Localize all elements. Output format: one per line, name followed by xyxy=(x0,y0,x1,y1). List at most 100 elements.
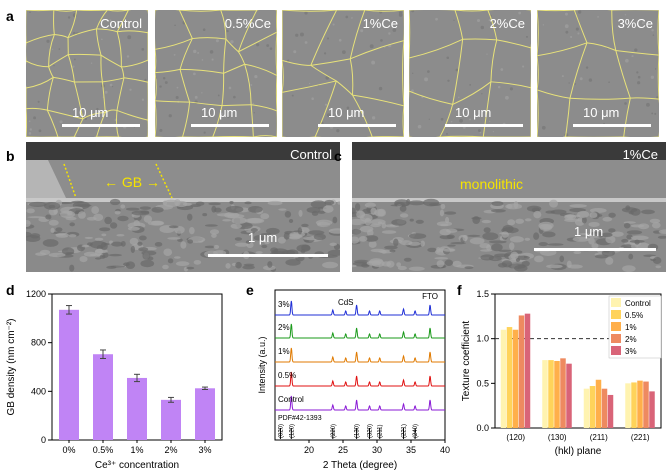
bar-Control-(130) xyxy=(542,360,548,428)
grain-boundary xyxy=(573,10,588,44)
sem-scalebar xyxy=(191,124,269,127)
grain-boundary xyxy=(73,81,84,119)
sem-speckle xyxy=(541,125,546,130)
substrate-texture xyxy=(444,211,457,215)
sem-speckle xyxy=(542,24,545,26)
sem-speckle xyxy=(256,43,260,47)
substrate-texture xyxy=(244,218,263,224)
grain-boundary xyxy=(123,77,148,83)
grain-boundary xyxy=(53,76,75,83)
sem-speckle xyxy=(101,38,103,41)
substrate-texture xyxy=(408,233,427,239)
bar-3%-(130) xyxy=(566,363,572,428)
substrate-texture xyxy=(415,219,424,224)
grain-boundary xyxy=(454,10,488,12)
substrate-texture xyxy=(284,211,292,218)
substrate-texture xyxy=(442,248,455,252)
substrate-texture xyxy=(649,218,661,224)
substrate-texture xyxy=(50,227,55,234)
grain-boundary xyxy=(179,38,193,70)
substrate-texture xyxy=(539,223,553,231)
ref-line-label: (020) xyxy=(278,424,284,438)
substrate-texture xyxy=(288,218,294,224)
bar-0.5%-(221) xyxy=(631,382,637,428)
legend-swatch xyxy=(611,346,621,355)
substrate-texture xyxy=(77,211,86,219)
grain-boundary xyxy=(180,68,224,74)
substrate-texture xyxy=(611,231,624,237)
substrate-texture xyxy=(444,259,454,266)
sem-speckle xyxy=(654,112,657,115)
grain-boundary xyxy=(107,10,129,12)
substrate-texture xyxy=(464,266,474,269)
xrd-trace-0.5% xyxy=(275,371,445,387)
sem-speckle xyxy=(51,48,54,50)
sem-speckle xyxy=(561,75,564,78)
ref-line-label: (220) xyxy=(331,424,337,438)
sem-speckle xyxy=(579,77,583,81)
sem-speckle xyxy=(636,71,639,74)
bar-0.5%-(130) xyxy=(548,360,554,428)
substrate-texture xyxy=(260,233,272,236)
sem-speckle xyxy=(509,87,513,91)
sem-speckle xyxy=(577,10,582,14)
substrate-texture xyxy=(658,229,666,234)
sem-speckle xyxy=(253,112,255,114)
substrate-texture xyxy=(211,205,217,213)
panel-b-scale-label: 1 μm xyxy=(248,230,278,245)
sem-speckle xyxy=(173,53,176,56)
grain-boundary xyxy=(105,109,118,113)
sem-speckle xyxy=(326,37,330,40)
sem-speckle xyxy=(608,81,610,83)
substrate-texture xyxy=(483,227,491,233)
substrate-texture xyxy=(261,244,268,249)
grain-boundary xyxy=(116,109,148,121)
substrate-texture xyxy=(306,206,321,213)
substrate-texture xyxy=(225,205,244,213)
sem-speckle xyxy=(459,118,463,123)
substrate-texture xyxy=(605,257,614,265)
substrate-texture xyxy=(589,212,598,219)
substrate-texture xyxy=(322,261,339,269)
grain-boundary xyxy=(275,75,277,111)
bar-2%-(211) xyxy=(601,388,608,428)
sem-image-label: 3%Ce xyxy=(617,16,653,31)
substrate-texture xyxy=(327,249,340,256)
sem-speckle xyxy=(162,77,166,80)
sem-speckle xyxy=(447,79,450,82)
bar-2%-(221) xyxy=(643,381,649,428)
substrate-texture xyxy=(332,216,338,224)
sem-speckle xyxy=(109,83,113,87)
sem-speckle xyxy=(392,28,397,32)
grain-boundary xyxy=(67,10,78,38)
sem-speckle xyxy=(435,17,438,21)
substrate-texture xyxy=(129,237,139,246)
substrate-texture xyxy=(608,228,616,233)
sem-speckle xyxy=(67,16,71,19)
x-axis-label: 2 Theta (degree) xyxy=(323,460,397,471)
substrate-texture xyxy=(69,264,75,272)
grain-boundary xyxy=(537,89,571,99)
substrate-texture xyxy=(505,203,523,210)
substrate-texture xyxy=(277,236,286,244)
grain-boundary xyxy=(496,39,531,49)
sem-speckle xyxy=(226,29,229,33)
sem-speckle xyxy=(637,81,641,85)
bar-1%-(130) xyxy=(554,361,560,428)
sem-speckle xyxy=(206,115,208,117)
sem-speckle xyxy=(624,102,627,105)
substrate-texture xyxy=(168,225,179,229)
xrd-trace-2% xyxy=(275,323,445,339)
substrate-texture xyxy=(94,257,102,260)
substrate-texture xyxy=(381,230,397,234)
sem-speckle xyxy=(625,58,629,63)
substrate-texture xyxy=(591,243,599,249)
sem-speckle xyxy=(458,96,460,99)
substrate-texture xyxy=(293,230,303,233)
substrate-texture xyxy=(109,198,121,206)
panel-c-cross-section: 1%Ce monolithic 1 μm xyxy=(352,142,666,272)
grain-boundary xyxy=(53,10,55,35)
substrate-texture xyxy=(151,206,164,213)
grain-boundary xyxy=(537,55,539,90)
substrate-texture xyxy=(188,226,195,235)
